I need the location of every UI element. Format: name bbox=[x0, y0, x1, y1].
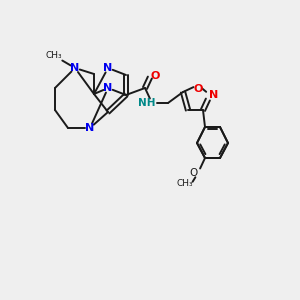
Text: N: N bbox=[103, 63, 112, 73]
Text: NH: NH bbox=[138, 98, 156, 108]
Text: CH₃: CH₃ bbox=[177, 178, 193, 188]
Text: O: O bbox=[150, 71, 160, 81]
Text: O: O bbox=[190, 168, 198, 178]
Text: N: N bbox=[209, 90, 219, 100]
Text: N: N bbox=[70, 63, 80, 73]
Text: N: N bbox=[85, 123, 94, 133]
Text: CH₃: CH₃ bbox=[46, 50, 62, 59]
Text: N: N bbox=[103, 83, 112, 93]
Text: O: O bbox=[193, 84, 203, 94]
